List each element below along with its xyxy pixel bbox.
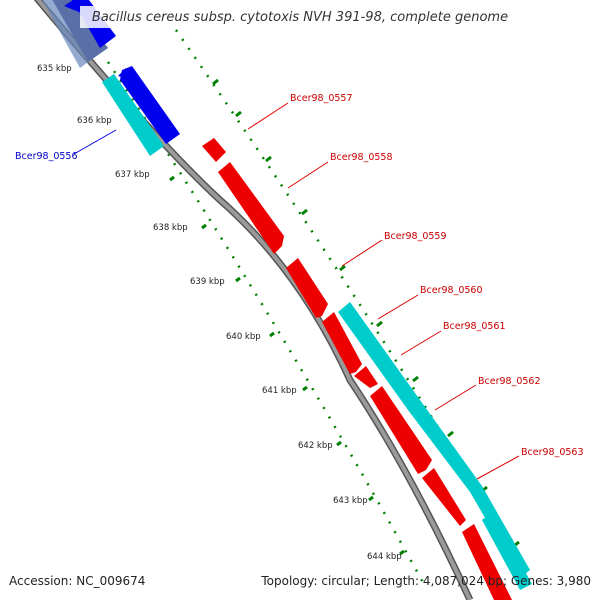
- connector-Bcer98_0557: [247, 102, 289, 130]
- accession-text: Accession: NC_009674: [9, 574, 146, 588]
- inner-major-tick: [399, 549, 405, 556]
- genome-backbone-shadow: [33, 0, 474, 600]
- cds-forward-Bcer98_0560[interactable]: [322, 312, 362, 374]
- outer-major-tick: [339, 264, 346, 272]
- inner-major-tick: [235, 276, 241, 283]
- cds-forward-Bcer98_0558[interactable]: [218, 162, 284, 254]
- inner-major-tick: [169, 175, 175, 182]
- feature-segment: [52, 0, 108, 62]
- outer-major-tick: [376, 320, 383, 328]
- inner-major-tick: [269, 331, 275, 338]
- inner-major-tick: [368, 495, 374, 502]
- gene-label-Bcer98_0561[interactable]: Bcer98_0561: [443, 321, 506, 332]
- scale-label: 639 kbp: [190, 277, 225, 287]
- outer-major-tick: [212, 78, 219, 86]
- cds-forward-Bcer98_0561[interactable]: [354, 366, 378, 388]
- connector-Bcer98_0560: [377, 294, 419, 320]
- outer-major-tick: [412, 375, 419, 383]
- outer-major-tick: [447, 430, 454, 438]
- scale-label: 643 kbp: [333, 496, 368, 506]
- outer-major-tick: [265, 155, 272, 163]
- genome-backbone: [35, 0, 472, 600]
- label-connectors: [247, 102, 520, 480]
- outer-major-ticks: [212, 78, 520, 548]
- cds-reverse-arrow: [118, 68, 132, 80]
- scale-label: 640 kbp: [226, 332, 261, 342]
- cds-forward-Bcer98_0563[interactable]: [422, 468, 466, 526]
- gene-label-Bcer98_0558[interactable]: Bcer98_0558: [330, 152, 393, 163]
- rna-feature[interactable]: [482, 512, 532, 590]
- inner-major-tick: [302, 385, 308, 392]
- connector-Bcer98_0562: [434, 384, 477, 411]
- feature-segment: [42, 0, 88, 68]
- gene-label-Bcer98_0562[interactable]: Bcer98_0562: [478, 376, 541, 387]
- inner-major-tick: [336, 440, 342, 447]
- cds-forward-Bcer98_0557[interactable]: [202, 138, 226, 162]
- connector-Bcer98_0563: [476, 455, 520, 480]
- map-title-box: Bacillus cereus subsp. cytotoxis NVH 391…: [80, 6, 520, 28]
- connector-Bcer98_0556: [73, 129, 117, 155]
- scale-label: 635 kbp: [37, 64, 72, 74]
- gene-labels: Bcer98_0556 Bcer98_0557 Bcer98_0558 Bcer…: [15, 93, 584, 458]
- gene-label-Bcer98_0560[interactable]: Bcer98_0560: [420, 285, 483, 296]
- scale-label: 644 kbp: [367, 552, 402, 562]
- rna-feature[interactable]: [102, 74, 164, 156]
- gene-label-Bcer98_0559[interactable]: Bcer98_0559: [384, 231, 447, 242]
- cds-forward-Bcer98_0562[interactable]: [370, 386, 432, 474]
- gene-label-Bcer98_0556[interactable]: Bcer98_0556: [15, 151, 78, 162]
- map-title: Bacillus cereus subsp. cytotoxis NVH 391…: [91, 10, 509, 25]
- scale-label: 641 kbp: [262, 386, 297, 396]
- cds-forward-Bcer98_0559[interactable]: [286, 258, 328, 318]
- cds-forward[interactable]: [462, 524, 512, 600]
- gene-label-Bcer98_0557[interactable]: Bcer98_0557: [290, 93, 353, 104]
- outer-major-tick: [235, 110, 242, 118]
- scale-labels: 635 kbp 636 kbp 637 kbp 638 kbp 639 kbp …: [37, 64, 402, 562]
- connector-Bcer98_0561: [400, 330, 442, 356]
- outer-major-tick: [301, 208, 308, 216]
- scale-label: 636 kbp: [77, 116, 112, 126]
- scale-label: 642 kbp: [298, 441, 333, 451]
- rna-feature[interactable]: [338, 302, 530, 578]
- connector-Bcer98_0558: [287, 161, 329, 189]
- gene-label-Bcer98_0563[interactable]: Bcer98_0563: [521, 447, 584, 458]
- cds-reverse-Bcer98_0556[interactable]: [120, 66, 180, 144]
- scale-label: 637 kbp: [115, 170, 150, 180]
- genome-summary-text: Topology: circular; Length: 4,087,024 bp…: [261, 574, 591, 588]
- scale-label: 638 kbp: [153, 223, 188, 233]
- connector-Bcer98_0559: [341, 239, 383, 267]
- inner-major-tick: [201, 223, 207, 230]
- cds-reverse-arrow: [64, 0, 84, 14]
